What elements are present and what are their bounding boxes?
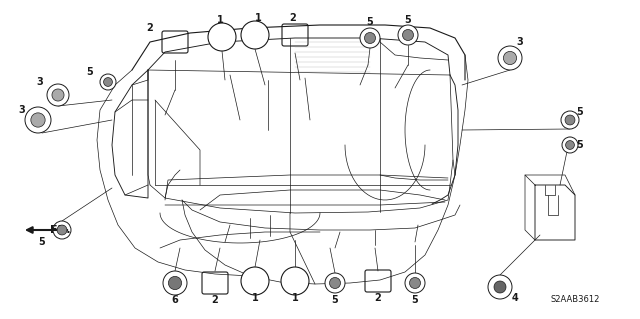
FancyBboxPatch shape: [162, 31, 188, 53]
Text: 5: 5: [404, 15, 412, 25]
Circle shape: [403, 29, 413, 41]
FancyBboxPatch shape: [282, 24, 308, 46]
Text: 1: 1: [255, 13, 261, 23]
Circle shape: [561, 111, 579, 129]
Text: 2: 2: [147, 23, 154, 33]
Circle shape: [241, 267, 269, 295]
Circle shape: [562, 137, 578, 153]
Text: 5: 5: [86, 67, 93, 77]
Circle shape: [163, 271, 187, 295]
Circle shape: [494, 281, 506, 293]
Text: 5: 5: [577, 107, 584, 117]
Circle shape: [504, 51, 516, 65]
FancyBboxPatch shape: [365, 270, 391, 292]
Circle shape: [168, 276, 182, 290]
Circle shape: [498, 46, 522, 70]
Circle shape: [47, 84, 69, 106]
Text: 3: 3: [516, 37, 524, 47]
Text: 2: 2: [374, 293, 381, 303]
Text: 5: 5: [412, 295, 419, 305]
Text: 2: 2: [212, 295, 218, 305]
Text: S2AAB3612: S2AAB3612: [550, 295, 600, 305]
Text: 5: 5: [367, 17, 373, 27]
Text: 1: 1: [292, 293, 298, 303]
Text: FR.: FR.: [50, 225, 70, 235]
Text: 6: 6: [172, 295, 179, 305]
Circle shape: [566, 141, 575, 149]
FancyBboxPatch shape: [202, 272, 228, 294]
Text: 2: 2: [290, 13, 296, 23]
Circle shape: [241, 21, 269, 49]
Circle shape: [53, 221, 71, 239]
Circle shape: [410, 278, 420, 288]
Circle shape: [104, 78, 113, 86]
Circle shape: [488, 275, 512, 299]
Circle shape: [565, 115, 575, 125]
Circle shape: [208, 23, 236, 51]
Text: 3: 3: [36, 77, 44, 87]
Circle shape: [398, 25, 418, 45]
Circle shape: [57, 225, 67, 235]
Circle shape: [100, 74, 116, 90]
Circle shape: [52, 89, 64, 101]
Text: 4: 4: [511, 293, 518, 303]
Circle shape: [405, 273, 425, 293]
Text: 3: 3: [19, 105, 26, 115]
Text: 5: 5: [38, 237, 45, 247]
Text: 1: 1: [252, 293, 259, 303]
Circle shape: [31, 113, 45, 127]
Circle shape: [281, 267, 309, 295]
Text: 5: 5: [332, 295, 339, 305]
Text: 1: 1: [216, 15, 223, 25]
Circle shape: [365, 33, 376, 43]
Circle shape: [325, 273, 345, 293]
Circle shape: [25, 107, 51, 133]
Text: 5: 5: [577, 140, 584, 150]
Circle shape: [360, 28, 380, 48]
Circle shape: [330, 278, 340, 288]
